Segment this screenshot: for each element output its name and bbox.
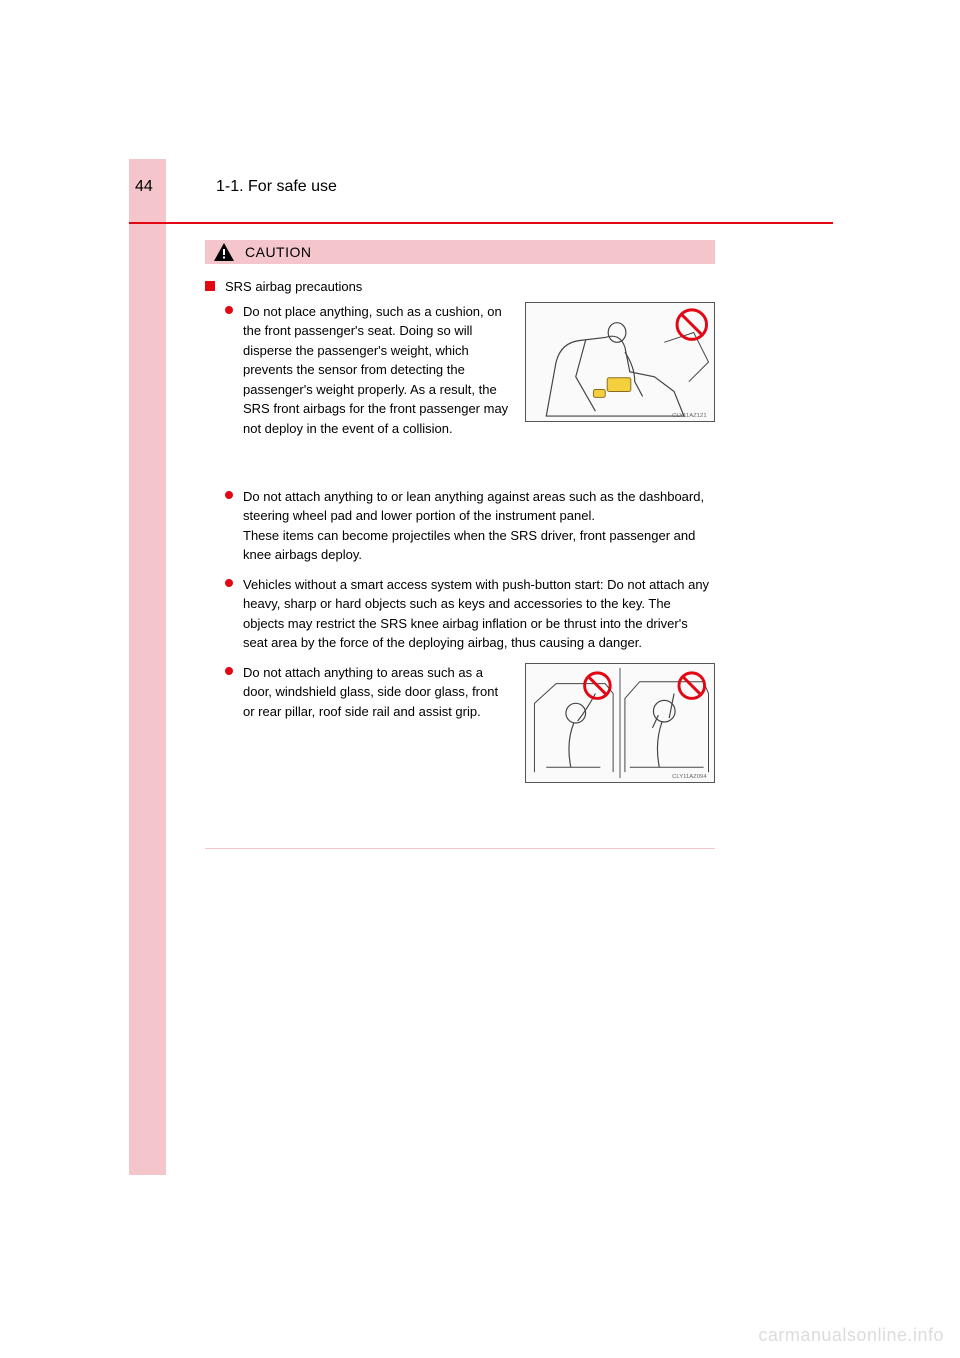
bullet-item: Vehicles without a smart access system w… [225,575,715,653]
bullet-item: Do not attach anything to areas such as … [225,663,715,793]
header-rule [129,222,833,224]
caution-label: CAUTION [245,244,312,260]
bullet-dot-icon [225,579,233,587]
page-number: 44 [135,178,153,196]
bullet-text: Do not attach anything to areas such as … [243,663,513,722]
image-ref-label: CLY11AZ094 [672,774,707,780]
illustration: CLY11AZ121 [525,302,715,422]
content-area: SRS airbag precautions Do not place anyt… [205,278,715,803]
subheading-text: SRS airbag precautions [225,278,362,296]
illustration: CLY11AZ094 [525,663,715,783]
bullet-dot-icon [225,667,233,675]
section-title: 1-1. For safe use [216,178,337,196]
bullet-text: Do not place anything, such as a cushion… [243,302,513,439]
watermark: carmanualsonline.info [758,1325,944,1346]
bullet-item: Do not attach anything to or lean anythi… [225,487,715,565]
image-ref-label: CLY11AZ121 [672,413,707,419]
caution-bottom-rule [205,848,715,849]
heading-bullet-icon [205,281,215,291]
warning-triangle-icon [213,242,235,262]
bullet-text: Vehicles without a smart access system w… [243,575,715,653]
bullet-dot-icon [225,306,233,314]
section-sidebar [129,159,166,1175]
bullet-dot-icon [225,491,233,499]
caution-header: CAUTION [205,240,715,264]
bullet-text: Do not attach anything to or lean anythi… [243,487,715,565]
bullet-item: Do not place anything, such as a cushion… [225,302,715,447]
subheading-row: SRS airbag precautions [205,278,715,296]
